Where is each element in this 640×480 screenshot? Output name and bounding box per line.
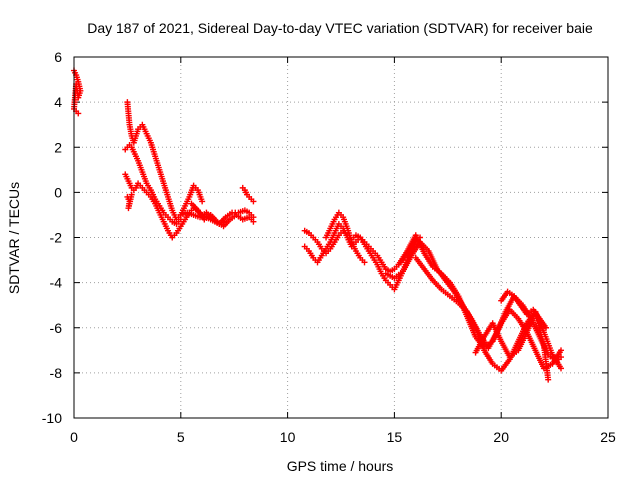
data-point	[558, 365, 565, 372]
data-point	[75, 110, 82, 117]
data-point	[361, 259, 368, 266]
tick-labels: 0 5 10 15 20 25 -10 -8 -6 -4 -2 0 2 4 6	[42, 49, 616, 445]
y-tick-label: 0	[54, 184, 62, 200]
y-tick-label: -2	[50, 230, 63, 246]
x-tick-label: 15	[387, 429, 403, 445]
data-point	[250, 198, 257, 205]
y-tick-label: -6	[50, 320, 63, 336]
grid-lines	[74, 57, 608, 418]
data-point	[250, 218, 257, 225]
chart-title: Day 187 of 2021, Sidereal Day-to-day VTE…	[87, 20, 593, 36]
data-point	[128, 191, 135, 198]
plot-frame	[73, 56, 609, 419]
x-tick-label: 25	[600, 429, 616, 445]
y-tick-label: 2	[54, 139, 62, 155]
y-tick-label: -10	[42, 410, 62, 426]
x-tick-label: 10	[280, 429, 296, 445]
x-axis-label: GPS time / hours	[287, 458, 394, 474]
x-tick-label: 0	[70, 429, 78, 445]
data-point	[543, 324, 550, 331]
data-point	[199, 198, 206, 205]
y-tick-label: -4	[50, 275, 63, 291]
y-tick-label: 4	[54, 94, 62, 110]
data-point	[558, 347, 565, 354]
x-tick-label: 20	[493, 429, 509, 445]
y-axis-label: SDTVAR / TECUs	[6, 182, 22, 294]
data-points	[71, 67, 565, 383]
y-tick-label: -8	[50, 365, 63, 381]
data-point	[545, 376, 552, 383]
y-tick-label: 6	[54, 49, 62, 65]
x-tick-label: 5	[177, 429, 185, 445]
